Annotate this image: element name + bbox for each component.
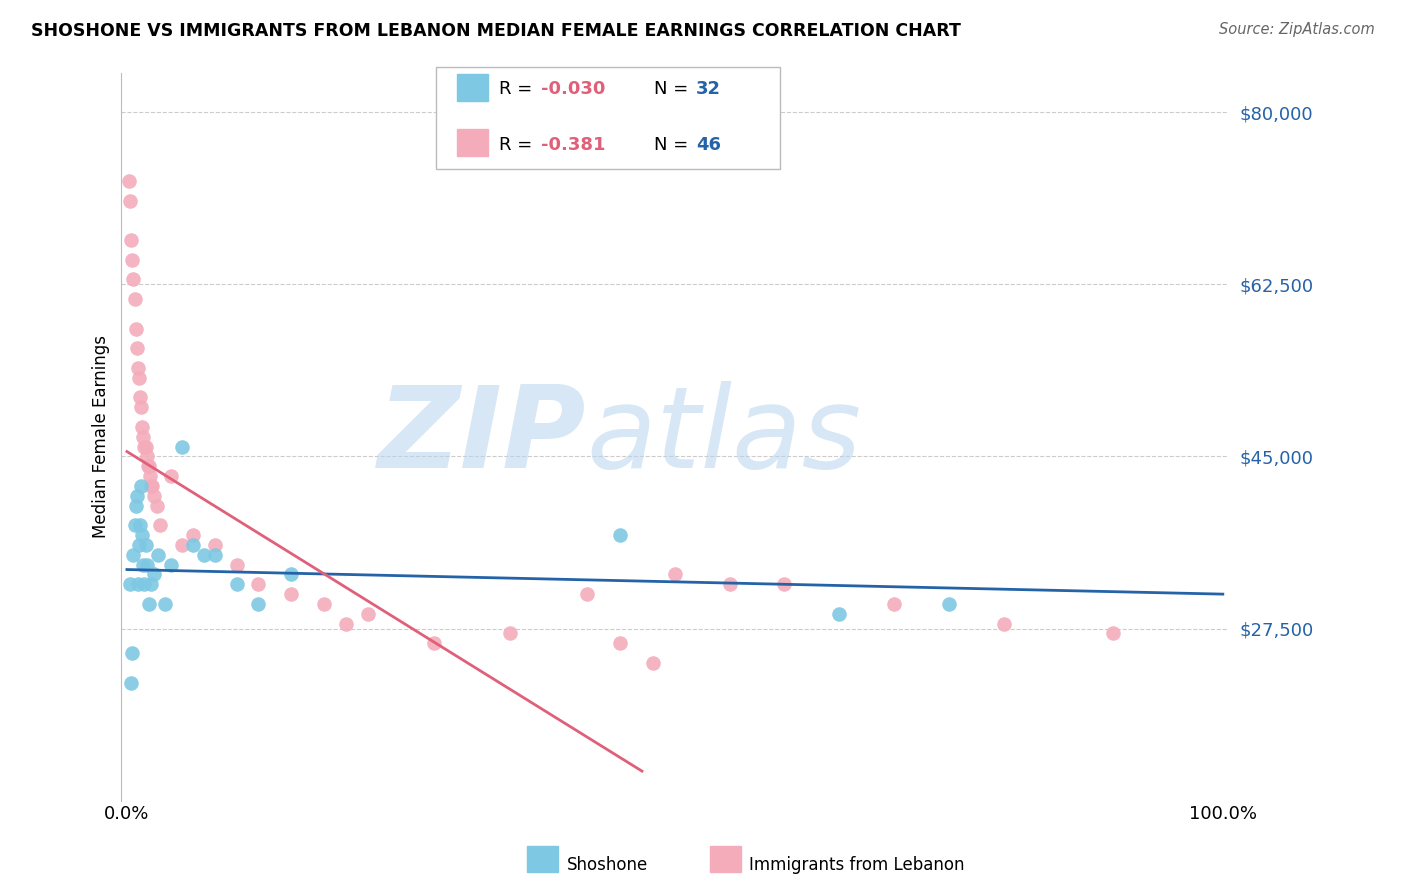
Point: [170, 538, 193, 552]
Text: R =: R =: [499, 80, 538, 98]
Point: [125, 489, 148, 503]
Point: [121, 252, 143, 267]
Point: [121, 646, 143, 660]
Point: [120, 194, 142, 208]
Point: [129, 401, 152, 415]
Point: [139, 479, 162, 493]
Point: [170, 440, 193, 454]
Point: [134, 440, 156, 454]
Point: [124, 292, 146, 306]
Point: [129, 479, 152, 493]
Point: [193, 548, 215, 562]
Text: -0.030: -0.030: [541, 80, 606, 98]
Point: [127, 577, 149, 591]
Point: [181, 528, 204, 542]
Point: [225, 577, 247, 591]
Point: [131, 420, 153, 434]
Point: [125, 499, 148, 513]
Point: [120, 233, 142, 247]
Point: [118, 174, 141, 188]
Point: [247, 577, 270, 591]
Point: [204, 538, 226, 552]
Point: [225, 558, 247, 572]
Text: SHOSHONE VS IMMIGRANTS FROM LEBANON MEDIAN FEMALE EARNINGS CORRELATION CHART: SHOSHONE VS IMMIGRANTS FROM LEBANON MEDI…: [31, 22, 960, 40]
Point: [664, 567, 686, 582]
Point: [128, 538, 150, 552]
Point: [145, 499, 167, 513]
Text: N =: N =: [654, 136, 693, 154]
Point: [122, 272, 145, 286]
Point: [609, 528, 631, 542]
Point: [641, 656, 664, 670]
Point: [423, 636, 446, 650]
Text: 32: 32: [696, 80, 721, 98]
Point: [993, 616, 1015, 631]
Point: [1102, 626, 1125, 640]
Point: [773, 577, 796, 591]
Point: [828, 607, 851, 621]
Point: [576, 587, 599, 601]
Point: [138, 459, 160, 474]
Text: Immigrants from Lebanon: Immigrants from Lebanon: [749, 856, 965, 874]
Point: [127, 361, 149, 376]
Point: [134, 577, 156, 591]
Point: [120, 577, 142, 591]
Point: [149, 518, 172, 533]
Point: [136, 459, 159, 474]
Point: [143, 567, 166, 582]
Text: R =: R =: [499, 136, 544, 154]
Point: [125, 321, 148, 335]
Text: Shoshone: Shoshone: [567, 856, 648, 874]
Point: [314, 597, 336, 611]
Point: [132, 430, 155, 444]
Point: [335, 616, 357, 631]
Point: [883, 597, 905, 611]
Text: ZIP: ZIP: [378, 381, 586, 492]
Point: [138, 597, 160, 611]
Text: atlas: atlas: [586, 381, 862, 492]
Point: [159, 558, 181, 572]
Point: [135, 538, 157, 552]
Point: [159, 469, 181, 483]
Point: [155, 597, 177, 611]
Point: [132, 558, 155, 572]
Point: [122, 548, 145, 562]
Point: [938, 597, 960, 611]
Y-axis label: Median Female Earnings: Median Female Earnings: [93, 335, 110, 538]
Point: [139, 577, 162, 591]
Point: [204, 548, 226, 562]
Text: 46: 46: [696, 136, 721, 154]
Point: [124, 518, 146, 533]
Point: [135, 440, 157, 454]
Point: [280, 567, 302, 582]
Point: [129, 518, 152, 533]
Point: [609, 636, 631, 650]
Point: [135, 450, 157, 464]
Point: [128, 371, 150, 385]
Point: [718, 577, 741, 591]
Point: [125, 341, 148, 355]
Point: [146, 548, 169, 562]
Point: [357, 607, 380, 621]
Point: [141, 479, 163, 493]
Point: [280, 587, 302, 601]
Point: [131, 528, 153, 542]
Point: [143, 489, 166, 503]
Point: [499, 626, 522, 640]
Text: Source: ZipAtlas.com: Source: ZipAtlas.com: [1219, 22, 1375, 37]
Point: [120, 675, 142, 690]
Point: [129, 391, 152, 405]
Point: [247, 597, 270, 611]
Point: [181, 538, 204, 552]
Text: -0.381: -0.381: [541, 136, 606, 154]
Point: [135, 558, 157, 572]
Point: [139, 469, 162, 483]
Text: N =: N =: [654, 80, 693, 98]
